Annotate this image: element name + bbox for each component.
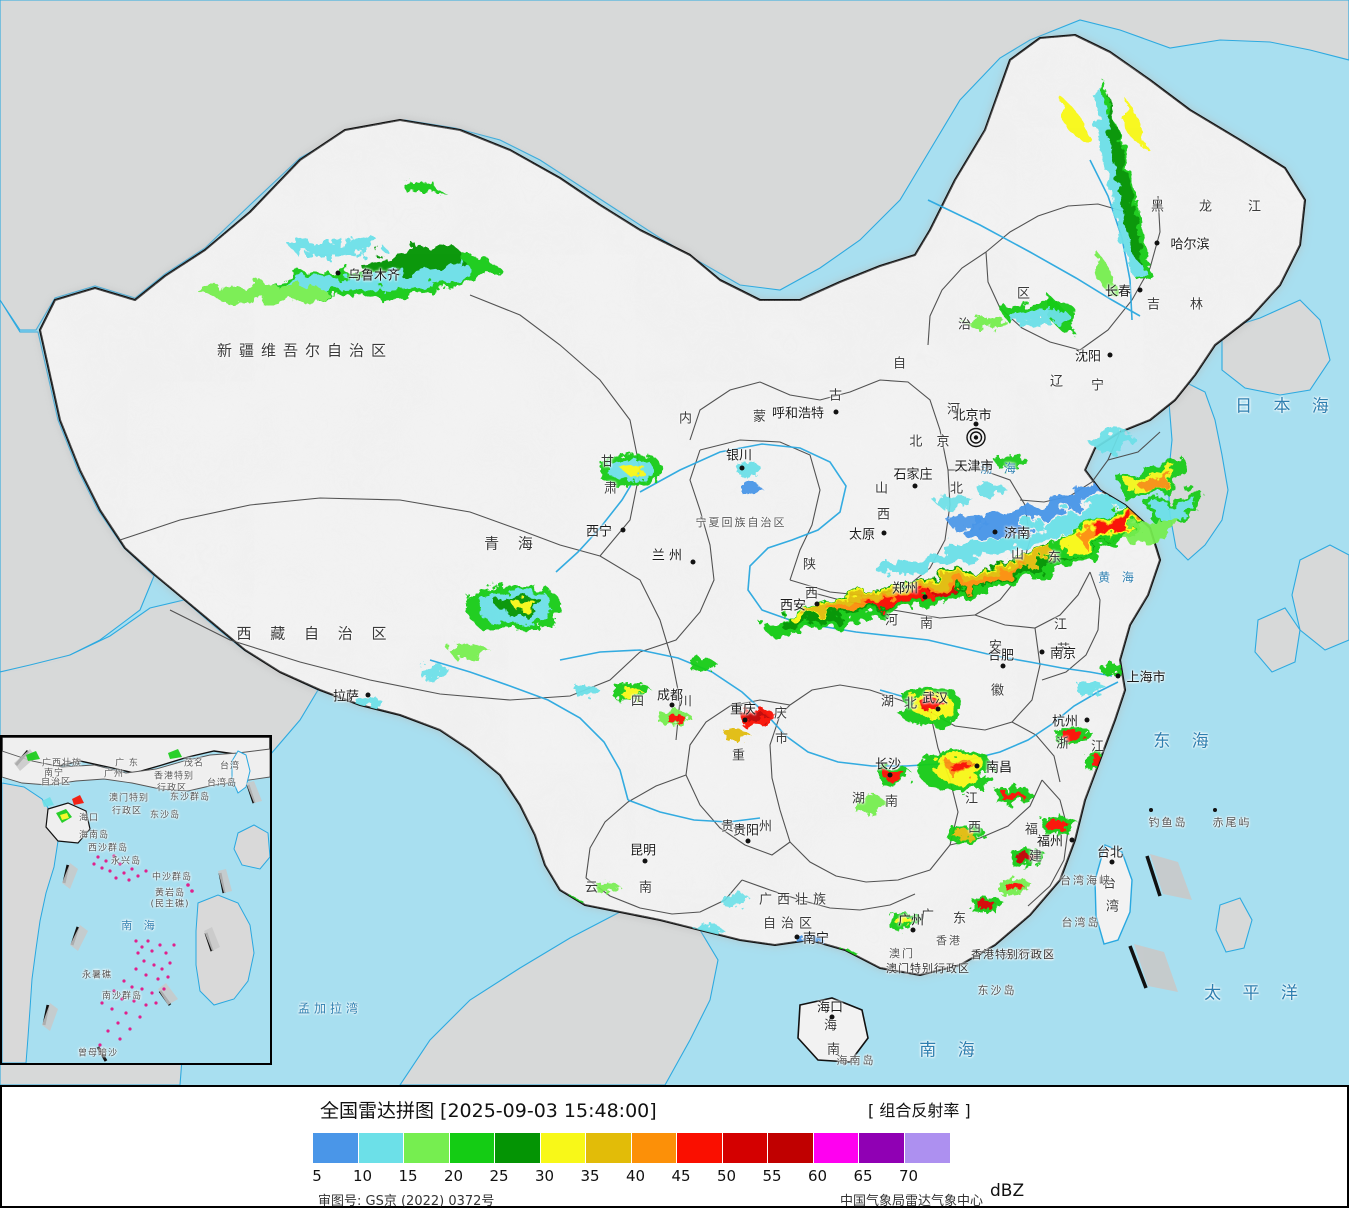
colorbar-cell-50[interactable] xyxy=(722,1132,768,1163)
boundary-marks-layer xyxy=(1128,855,1162,989)
colorbar-tick-55: 55 xyxy=(762,1167,782,1185)
echo-northeast xyxy=(1048,80,1150,334)
colorbar-tick-25: 25 xyxy=(489,1167,509,1185)
colorbar-cell-55[interactable] xyxy=(768,1132,814,1163)
radar-map-svg xyxy=(0,0,1349,1085)
province-border-layer xyxy=(119,195,1161,915)
colorbar-tick-40: 40 xyxy=(625,1167,646,1185)
colorbar-unit-label: dBZ xyxy=(990,1181,1025,1201)
colorbar-tick-row: 5 10 15 20 25 30 35 40 45 50 55 60 65 70 xyxy=(2,1167,1347,1187)
small-island-dots xyxy=(1149,808,1217,812)
legend-title: 全国雷达拼图 [2025-09-03 15:48:00] xyxy=(320,1100,657,1122)
colorbar-tick-5: 5 xyxy=(312,1167,322,1185)
colorbar-cell-70[interactable] xyxy=(904,1132,950,1163)
colorbar-tick-65: 65 xyxy=(853,1167,873,1185)
colorbar-cell-65[interactable] xyxy=(859,1132,905,1163)
colorbar-tick-45: 45 xyxy=(671,1167,691,1185)
colorbar-cell-5[interactable] xyxy=(313,1132,359,1163)
radar-echo-sea-layer xyxy=(1090,431,1202,543)
colorbar-cell-30[interactable] xyxy=(540,1132,586,1163)
river-layer xyxy=(429,159,1141,823)
echo-yangtze xyxy=(856,687,1032,843)
taiwan-island xyxy=(1094,844,1133,945)
island-landmass-layer xyxy=(797,844,1133,1063)
colorbar-cell-40[interactable] xyxy=(631,1132,677,1163)
echo-southeast-coast xyxy=(972,663,1126,913)
south-china-sea-inset[interactable]: 广西壮族 自治区广 东茂名 台湾 南宁 广州 香港特别 行政区 台湾岛 澳门特别 行政区 东沙群岛东… xyxy=(0,735,272,1065)
colorbar-cell-15[interactable] xyxy=(404,1132,450,1163)
colorbar-cell-25[interactable] xyxy=(495,1132,541,1163)
source-agency: 中国气象局雷达气象中心 xyxy=(840,1194,984,1209)
radar-map-panel[interactable]: 新疆维吾尔自治区西 藏 自 治 区青 海甘肃内蒙古自治区宁夏回族自治区陕西山西河… xyxy=(0,0,1349,1085)
hainan-island xyxy=(797,997,869,1063)
legend-panel: 全国雷达拼图 [2025-09-03 15:48:00] [ 组合反射率 ] d… xyxy=(0,1085,1349,1209)
colorbar-wrap: dBZ xyxy=(2,1131,1347,1201)
colorbar-cell-35[interactable] xyxy=(586,1132,632,1163)
echo-xinjiang xyxy=(198,183,500,302)
legend-product-label: [ 组合反射率 ] xyxy=(868,1101,971,1120)
echo-sichuan xyxy=(576,657,776,742)
colorbar-cell-45[interactable] xyxy=(677,1132,723,1163)
foreign-landmass-layer xyxy=(0,0,1349,1085)
nansha-cluster xyxy=(98,939,176,1047)
inset-map-svg xyxy=(2,737,270,1063)
colorbar-tick-60: 60 xyxy=(807,1167,828,1185)
zhongsha-cluster xyxy=(186,883,194,893)
colorbar-tick-70: 70 xyxy=(898,1167,919,1185)
radar-echo-layer xyxy=(198,80,1172,965)
colorbar-tick-50: 50 xyxy=(716,1167,737,1185)
colorbar-tick-15: 15 xyxy=(398,1167,418,1185)
colorbar-cell-10[interactable] xyxy=(358,1132,404,1163)
boundary-mark-shading xyxy=(1134,854,1192,992)
xisha-cluster xyxy=(92,854,148,882)
colorbar-cell-20[interactable] xyxy=(449,1132,495,1163)
colorbar-tick-10: 10 xyxy=(352,1167,373,1185)
echo-hebei xyxy=(932,456,1028,531)
colorbar-cell-60[interactable] xyxy=(813,1132,859,1163)
colorbar-tick-35: 35 xyxy=(580,1167,600,1185)
approval-number: 审图号: GS京 (2022) 0372号 xyxy=(318,1194,495,1209)
dbz-colorbar[interactable] xyxy=(313,1132,950,1163)
colorbar-tick-30: 30 xyxy=(534,1167,555,1185)
colorbar-tick-20: 20 xyxy=(443,1167,464,1185)
echo-inner-mongolia xyxy=(960,301,1076,330)
